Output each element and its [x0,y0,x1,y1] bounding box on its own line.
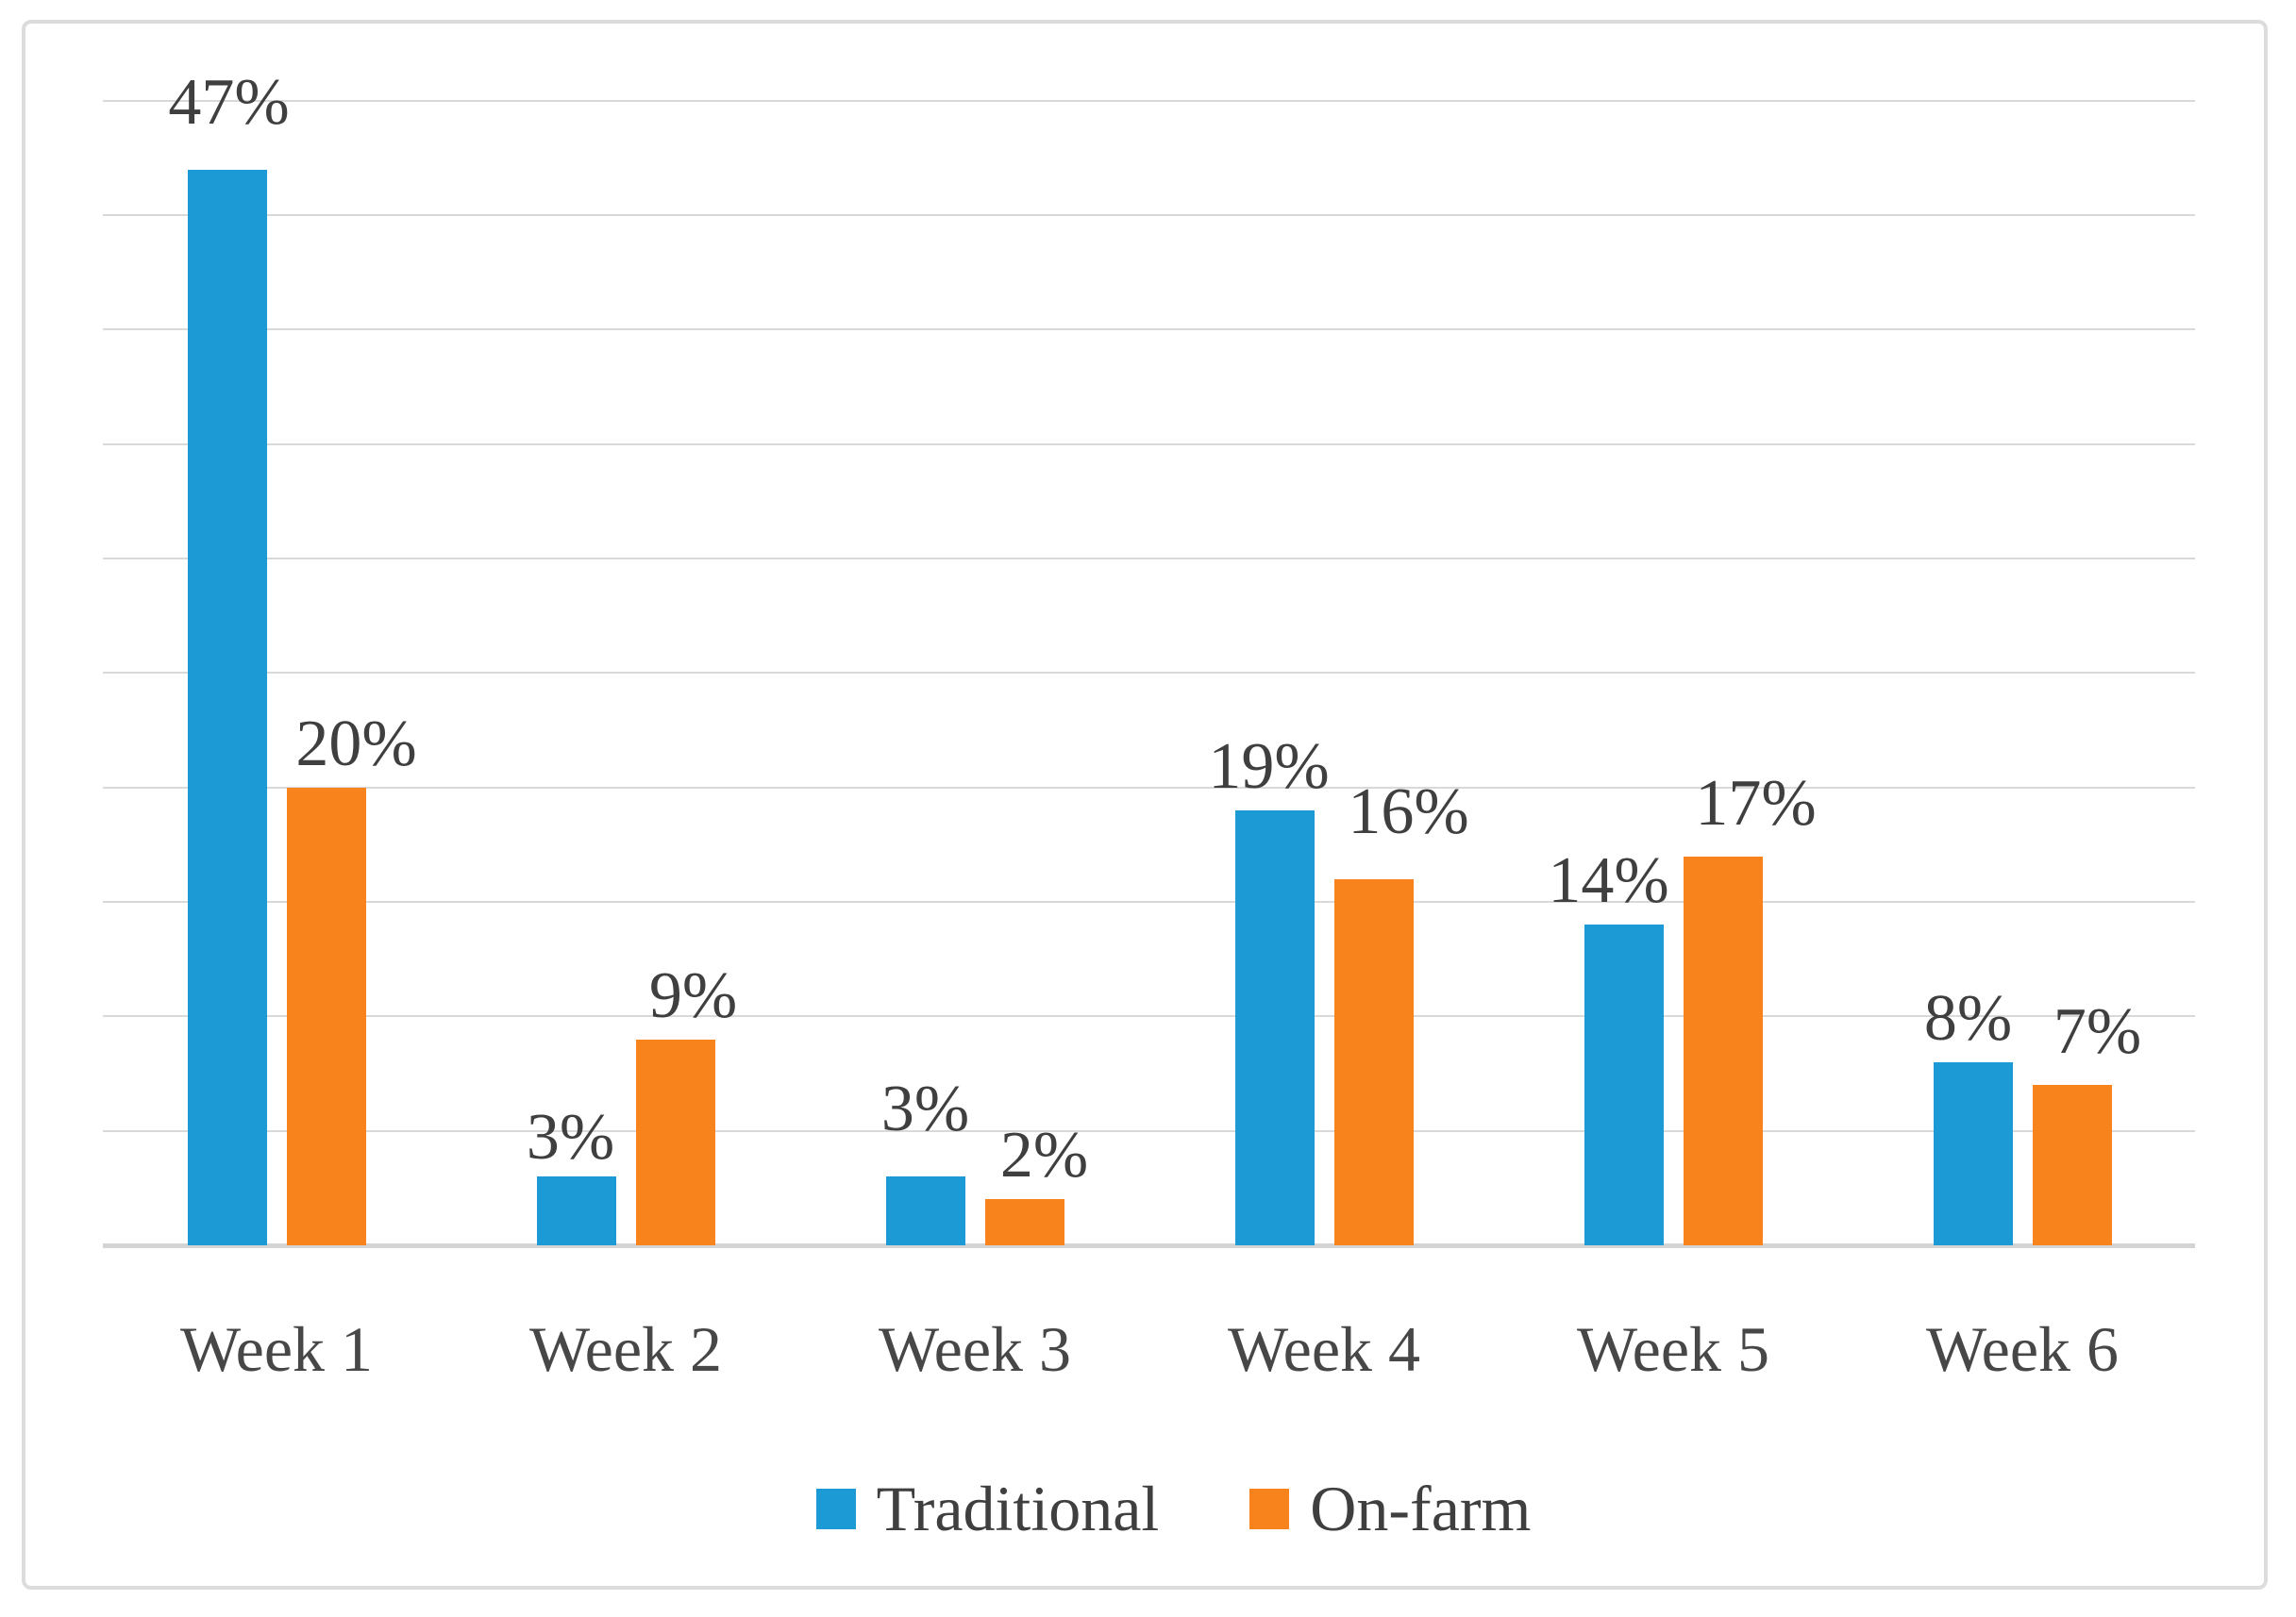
data-label-on-farm-week-4: 16% [1348,775,1469,848]
gridline [103,214,2195,217]
gridline [103,99,2195,102]
bar-traditional-week-2 [536,1176,616,1245]
gridline [103,1129,2195,1132]
data-label-on-farm-week-2: 9% [648,959,738,1032]
legend-item-on-farm: On-farm [1249,1476,1531,1541]
data-label-traditional-week-4: 19% [1208,729,1330,803]
data-label-traditional-week-3: 3% [880,1073,970,1146]
x-axis-label-week-2: Week 2 [528,1313,723,1385]
x-axis-label-week-3: Week 3 [878,1313,1072,1385]
legend-swatch-on-farm [1249,1488,1290,1529]
legend-swatch-traditional [815,1488,856,1529]
data-label-traditional-week-1: 47% [168,65,290,139]
legend-label-traditional: Traditional [876,1473,1160,1544]
legend-label-on-farm: On-farm [1310,1473,1532,1544]
bar-on-farm-week-2 [635,1039,715,1245]
gridline [103,442,2195,445]
bar-on-farm-week-3 [984,1199,1064,1245]
legend: Traditional On-farm [25,1476,2296,1541]
bar-traditional-week-3 [885,1176,965,1245]
bar-traditional-week-4 [1234,809,1315,1245]
bar-on-farm-week-6 [2032,1085,2112,1245]
gridline [103,328,2195,331]
gridline [103,672,2195,675]
gridline [103,558,2195,560]
gridline [103,786,2195,789]
data-label-traditional-week-5: 14% [1548,844,1669,918]
data-label-traditional-week-2: 3% [526,1101,615,1175]
bar-on-farm-week-4 [1333,878,1414,1245]
x-axis-label-week-5: Week 5 [1576,1313,1770,1385]
chart-frame-border: 47% 20% 3% 9% 3% 2% 19% 16% 14% 17% 8% 7% Week 1 Wee… [22,20,2268,1590]
data-label-on-farm-week-1: 20% [295,707,417,780]
x-axis-label-week-6: Week 6 [1925,1313,2120,1385]
x-axis-label-week-1: Week 1 [179,1313,374,1385]
gridline [103,901,2195,904]
legend-item-traditional: Traditional [815,1473,1160,1544]
bar-traditional-week-1 [187,169,267,1245]
x-axis-line [103,1243,2195,1248]
bar-on-farm-week-1 [286,787,366,1245]
gridline [103,1015,2195,1018]
x-axis-label-week-4: Week 4 [1227,1313,1421,1385]
data-label-on-farm-week-6: 7% [2053,995,2142,1069]
bar-traditional-week-5 [1584,925,1664,1245]
data-label-on-farm-week-3: 2% [999,1119,1089,1192]
data-label-traditional-week-6: 8% [1923,981,2013,1055]
bar-on-farm-week-5 [1683,856,1763,1245]
data-label-on-farm-week-5: 17% [1695,766,1817,840]
bar-traditional-week-6 [1933,1061,2013,1245]
